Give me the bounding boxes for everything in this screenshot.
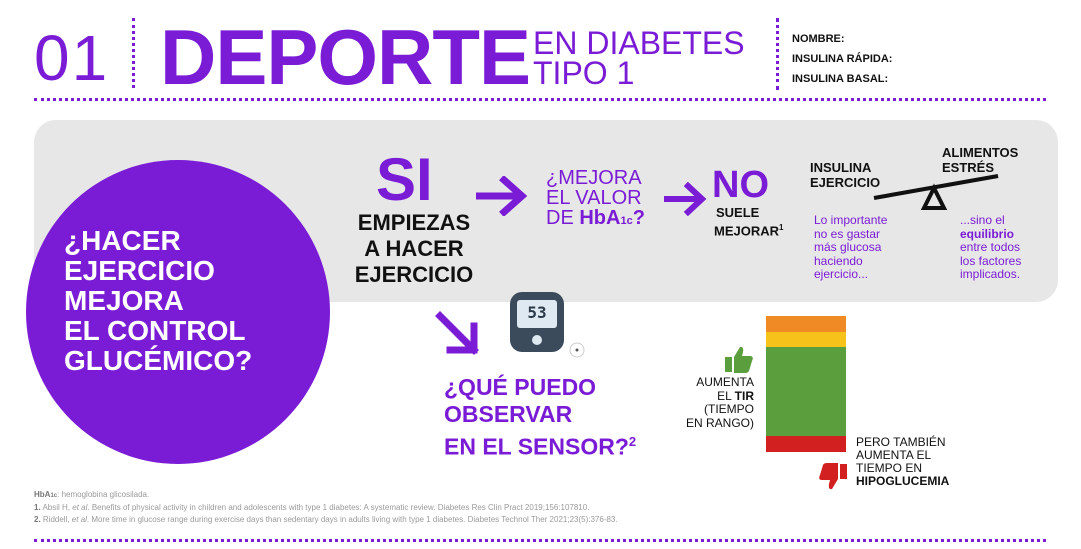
footnotes: HbA1c: hemoglobina glicosilada. 1. Absil… — [34, 490, 618, 524]
page-title: DEPORTE — [160, 13, 531, 101]
page-subtitle: EN DIABETES TIPO 1 — [533, 25, 745, 91]
meter-reading: 53 — [527, 303, 547, 322]
arrow-right-icon — [664, 182, 707, 216]
thumbs-up-icon — [725, 346, 753, 373]
suele-text: SUELE MEJORAR1 — [714, 205, 784, 239]
thumbs-down-icon — [819, 463, 847, 490]
field-insulina-basal: INSULINA BASAL: — [792, 73, 889, 85]
main-question: ¿HACER EJERCICIO MEJORA EL CONTROL GLUCÉ… — [64, 225, 253, 376]
mejora-question: ¿MEJORA EL VALOR DE HbA1c? — [546, 167, 645, 229]
no-answer: NO — [712, 164, 769, 206]
seesaw-left-label: INSULINA EJERCICIO — [810, 160, 881, 190]
si-answer: SI — [376, 146, 433, 213]
tir-segment-high — [766, 332, 846, 348]
section-number: 01 — [34, 22, 110, 94]
divider — [34, 98, 1046, 101]
divider — [132, 18, 135, 88]
seesaw-icon — [873, 174, 999, 210]
seesaw-right-label: ALIMENTOS ESTRÉS — [942, 145, 1019, 175]
tir-segment-low — [766, 435, 846, 452]
divider — [776, 18, 779, 90]
divider — [34, 539, 1046, 542]
aumenta-tir-text: AUMENTA EL TIR (TIEMPO EN RANGO) — [685, 375, 754, 430]
question-circle — [26, 160, 330, 464]
tir-segment-in-range — [766, 347, 846, 436]
empiezas-text: EMPIEZAS A HACER EJERCICIO — [354, 210, 474, 287]
arrow-right-icon — [476, 176, 528, 216]
sensor-question: ¿QUÉ PUEDO OBSERVAR EN EL SENSOR?2 — [444, 374, 637, 460]
lo-importante-text: Lo importante no es gastar más glucosa h… — [814, 213, 888, 281]
field-insulina-rapida: INSULINA RÁPIDA: — [792, 53, 893, 65]
field-nombre: NOMBRE: — [792, 33, 845, 45]
time-in-range-bar — [766, 316, 846, 452]
glucose-meter-icon — [510, 292, 585, 358]
pero-hipoglucemia-text: PERO TAMBIÉN AUMENTA EL TIEMPO EN HIPOGL… — [856, 435, 950, 488]
sino-text: ...sino el equilibrio entre todos los fa… — [960, 213, 1022, 281]
arrow-down-right-icon — [435, 311, 479, 355]
tir-segment-very-high — [766, 316, 846, 333]
